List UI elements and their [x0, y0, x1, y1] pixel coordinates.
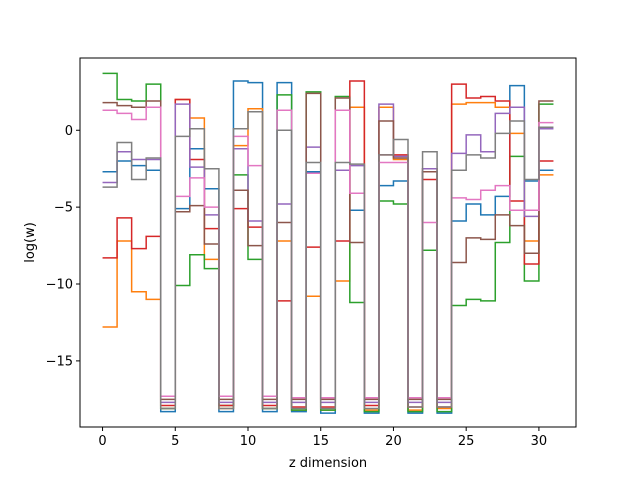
y-tick-label: −10: [46, 278, 73, 293]
y-tick-label: −5: [54, 201, 73, 216]
x-tick-label: 10: [240, 434, 257, 449]
x-tick-label: 5: [171, 434, 179, 449]
series-line-1: [102, 80, 554, 414]
y-tick-label: 0: [65, 124, 73, 139]
series-layer: [102, 72, 554, 414]
y-tick-label: −15: [46, 354, 73, 369]
x-tick-label: 20: [385, 434, 402, 449]
x-tick-label: 15: [312, 434, 329, 449]
x-tick-label: 0: [98, 434, 106, 449]
plot-frame: [79, 57, 577, 428]
x-tick-label: 25: [458, 434, 475, 449]
y-axis-ticks: −15 −10 −5 0: [46, 124, 80, 369]
series-line-8: [102, 111, 554, 410]
x-tick-label: 30: [531, 434, 548, 449]
series-line-3: [102, 72, 554, 413]
x-axis-ticks: 0 5 10 15 20 25 30: [98, 427, 547, 449]
x-axis-label: z dimension: [289, 456, 367, 471]
plot-area-background: [80, 58, 576, 427]
series-line-6: [102, 92, 554, 401]
y-axis-label: log(w): [23, 222, 38, 263]
